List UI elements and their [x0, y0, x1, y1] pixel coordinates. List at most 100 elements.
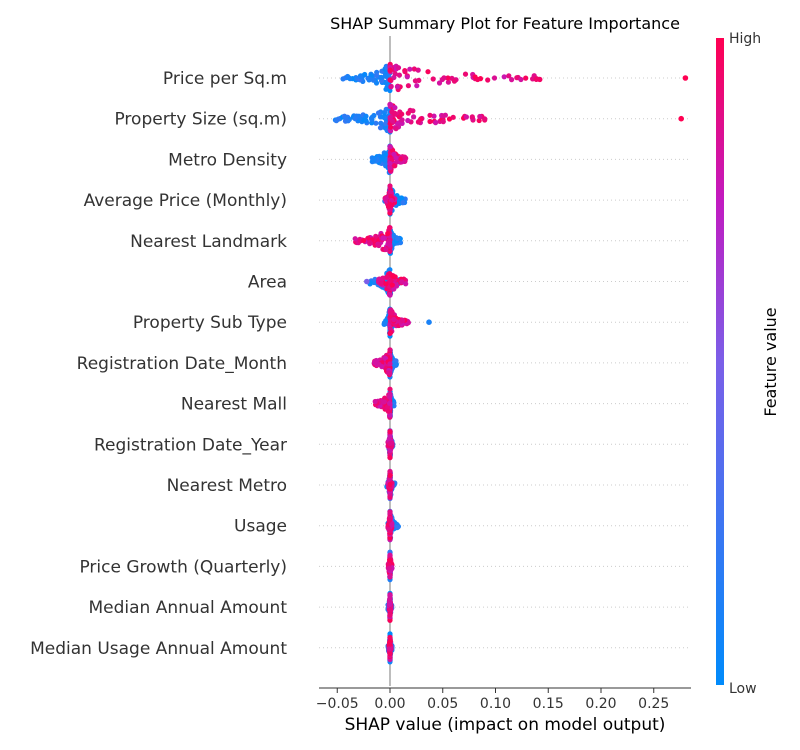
shap-point: [440, 119, 446, 125]
shap-point: [387, 592, 393, 599]
shap-point: [415, 67, 421, 73]
x-tick-label: 0.10: [480, 696, 511, 712]
shap-point: [533, 76, 539, 82]
feature-label: Nearest Metro: [167, 476, 287, 496]
shap-point: [385, 408, 391, 414]
shap-point: [506, 73, 512, 79]
shap-point: [402, 154, 408, 160]
shap-point: [383, 106, 389, 112]
shap-point: [436, 80, 443, 86]
shap-point: [387, 347, 393, 353]
shap-point: [372, 358, 378, 364]
shap-point: [445, 75, 451, 81]
feature-label: Area: [248, 273, 287, 293]
shap-point: [400, 317, 406, 323]
shap-point: [387, 248, 393, 254]
shap-point: [523, 75, 529, 81]
shap-point: [389, 282, 395, 288]
shap-point: [403, 281, 409, 287]
shap-point: [384, 274, 390, 280]
shap-point: [405, 110, 411, 116]
shap-point: [333, 118, 339, 124]
shap-point: [388, 330, 394, 336]
shap-point: [386, 565, 392, 571]
x-tick-label: 0.05: [427, 696, 458, 712]
shap-point: [361, 237, 367, 244]
shap-point: [433, 120, 439, 126]
shap-point: [362, 71, 368, 78]
feature-label: Property Size (sq.m): [114, 110, 287, 130]
shap-point: [399, 117, 405, 123]
shap-point: [501, 74, 507, 80]
shap-point: [392, 361, 398, 367]
shap-point: [389, 440, 395, 446]
shap-point: [491, 75, 498, 81]
shap-point: [380, 235, 386, 241]
shap-point: [390, 273, 396, 279]
shap-point: [389, 522, 395, 528]
shap-point: [378, 280, 384, 286]
shap-point: [462, 71, 469, 77]
shap-point: [389, 157, 395, 163]
shap-point: [391, 316, 397, 323]
shap-point-outlier: [678, 115, 684, 122]
shap-point: [407, 66, 413, 72]
shap-point: [387, 183, 393, 189]
shap-point: [387, 102, 393, 108]
shap-point: [514, 75, 520, 81]
feature-label: Price per Sq.m: [163, 69, 287, 89]
shap-point: [393, 126, 399, 132]
shap-point: [387, 160, 393, 167]
shap-point: [472, 74, 478, 80]
shap-point: [383, 120, 389, 127]
feature-label: Property Sub Type: [133, 313, 287, 333]
shap-point: [386, 646, 392, 652]
shap-point: [367, 76, 373, 82]
shap-point: [387, 472, 393, 479]
colorbar-high-label: High: [729, 31, 761, 47]
shap-point-outlier: [682, 75, 689, 81]
feature-label: Metro Density: [168, 150, 287, 170]
shap-point: [386, 517, 393, 523]
shap-point: [387, 651, 393, 657]
shap-point: [387, 573, 393, 579]
shap-point: [367, 239, 373, 246]
feature-label: Median Annual Amount: [88, 598, 287, 618]
shap-point: [387, 114, 393, 121]
shap-point: [414, 83, 420, 89]
shap-point: [383, 281, 389, 287]
shap-point: [387, 165, 393, 171]
shap-point: [402, 69, 408, 75]
shap-point: [368, 115, 374, 121]
shap-point: [387, 386, 393, 392]
shap-point: [518, 76, 524, 83]
shap-point: [383, 86, 389, 92]
shap-point: [391, 163, 397, 169]
shap-point: [386, 292, 393, 298]
shap-point: [411, 66, 417, 72]
x-tick-label: 0.20: [585, 696, 616, 712]
feature-label: Registration Date_Month: [77, 354, 287, 374]
shap-point: [391, 74, 397, 81]
shap-point: [376, 242, 382, 249]
shap-point: [387, 434, 393, 440]
shap-point: [380, 154, 386, 160]
shap-point: [441, 75, 447, 81]
feature-label: Average Price (Monthly): [84, 191, 287, 211]
shap-point: [383, 196, 389, 202]
colorbar: [716, 38, 724, 685]
shap-point: [427, 118, 433, 125]
feature-label: Price Growth (Quarterly): [79, 557, 287, 577]
shap-point: [388, 197, 394, 204]
shap-point: [387, 67, 393, 73]
shap-point: [387, 601, 393, 608]
shap-point: [381, 320, 387, 326]
shap-point: [425, 69, 431, 75]
shap-point: [387, 469, 393, 475]
shap-point: [376, 361, 382, 368]
shap-point-outlier: [364, 278, 370, 285]
shap-point: [396, 72, 402, 78]
shap-point: [399, 279, 405, 285]
x-tick-label: 0.00: [374, 696, 405, 712]
